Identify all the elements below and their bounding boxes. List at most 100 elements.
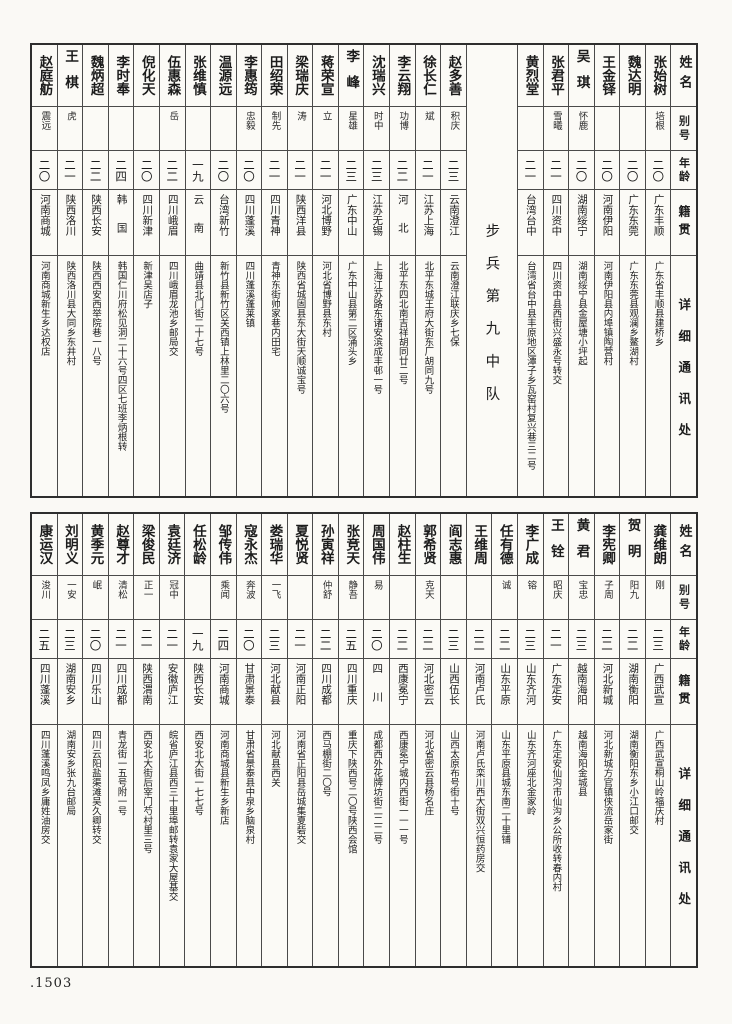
entry-origin: 河南商城 xyxy=(32,190,57,256)
entry-column: 梁瑞庆涛二一 陕西洋县 陕西省城固县东大街天顺诚宝号 xyxy=(286,45,313,496)
entry-age: 二〇 xyxy=(236,151,262,190)
entry-column: 李峰 星雄 二三 广东中山 广东中山县第二区涌头乡 xyxy=(337,45,364,496)
entry-age: 二二 xyxy=(313,620,338,659)
entry-column: 夏悦贤 二一 河南正阳 河南省正阳县岳城集夏砦交 xyxy=(286,514,313,966)
entry-address: 重庆下陕西号二〇号陕西会馆 xyxy=(345,730,357,854)
entry-address: 河南省正阳县岳城集夏砦交 xyxy=(294,730,306,844)
entry-address: 西安北大街一七七号 xyxy=(192,730,204,816)
entry-address: 河北省博野县东村 xyxy=(320,261,332,337)
entry-column: 李惠筠 忠毅 二〇 四川蓬溪 四川蓬溪蓬莱镇 xyxy=(235,45,262,496)
entry-age: 二一 xyxy=(287,620,313,659)
entry-column: 寇永杰 奔波 二〇 甘肃景泰 甘肃省景泰县中泉乡脑泉村 xyxy=(235,514,262,966)
entry-origin: 甘肃景泰 xyxy=(236,659,262,725)
entry-address: 山东平原县城东南二十里铺 xyxy=(499,730,511,844)
entry-age: 二三 xyxy=(441,151,466,190)
entry-origin: 广东东莞 xyxy=(620,190,645,256)
entry-name: 王维周 xyxy=(466,514,492,576)
entry-name: 梁俊民 xyxy=(134,514,159,576)
entry-name: 伍惠森 xyxy=(159,45,185,107)
entry-origin: 河南卢氏 xyxy=(466,659,492,725)
entry-age: 二二 xyxy=(594,620,620,659)
entry-name: 康运汉 xyxy=(31,514,57,576)
entry-name: 夏悦贤 xyxy=(287,514,313,576)
entry-alias xyxy=(620,107,645,151)
entry-column: 王维周 二二 河南卢氏 河南卢氏栾川西大街双兴恒药房交 xyxy=(465,514,492,966)
entry-alias: 静吾 xyxy=(338,576,364,620)
entry-address: 西康冕宁城内西街一一一号 xyxy=(396,730,408,844)
entry-column: 赵庭舫 震远 二〇 河南商城 河南商城新生乡达权店 xyxy=(32,45,57,496)
entry-origin: 四川资中 xyxy=(543,190,569,256)
entry-column: 魏炳超 二二 陕西长安 陕西西安西举院巷一八号 xyxy=(82,45,108,496)
entry-address: 上海江苏路东诸安滨成丰邨一号 xyxy=(371,261,383,394)
entry-column: 袁廷济 冠中 二一 安徽庐江 皖省庐江县西三十里埠邮转袁家大屋基交 xyxy=(158,514,185,966)
entry-alias: 功博 xyxy=(390,107,415,151)
entry-address: 湖南安乡张九台邮局 xyxy=(64,730,76,816)
entry-origin: 四川峨眉 xyxy=(159,190,185,256)
entry-origin: 广东定安 xyxy=(543,659,569,725)
entry-name: 梁瑞庆 xyxy=(287,45,313,107)
entry-address: 新津吴店子 xyxy=(141,261,153,309)
entry-column: 田绍荣 制先 二一 四川青神 青神东街帅家巷内田宅 xyxy=(261,45,287,496)
entry-age: 二〇 xyxy=(236,620,262,659)
entry-name: 赵柱生 xyxy=(390,514,415,576)
entry-name: 赵庭舫 xyxy=(32,45,57,107)
entry-origin: 越南海阳 xyxy=(569,659,594,725)
header-address: 详细通讯处 xyxy=(676,767,692,924)
entry-age: 二一 xyxy=(287,151,313,190)
entry-age: 二三 xyxy=(57,620,83,659)
entry-age: 二〇 xyxy=(32,151,57,190)
header-address: 详细通讯处 xyxy=(676,297,692,455)
entry-name: 贺明 xyxy=(620,514,645,576)
entry-age: 二一 xyxy=(159,620,185,659)
entry-address: 新竹县新竹区关西镇上林里二〇六号 xyxy=(217,261,229,413)
entry-address: 四川蓬溪蓬莱镇 xyxy=(243,261,255,328)
entry-origin: 河南商城 xyxy=(211,659,236,725)
entry-name: 李宪卿 xyxy=(594,514,620,576)
entry-alias: 清松 xyxy=(108,576,134,620)
entry-age: 二二 xyxy=(159,151,185,190)
entry-age: 二〇 xyxy=(134,151,159,190)
entry-address: 西马棚街二〇号 xyxy=(320,730,332,797)
entry-address: 北平东城王府大街东厂胡同九号 xyxy=(422,261,434,394)
entry-address: 山西太原布号街十号 xyxy=(448,730,460,816)
roster-table-bottom: 姓名 别号 年龄 籍贯 详细通讯处 龚维朗刚二三 广西武宣 广西武宣桐山岭福庆村 贺明 阳九 二二湖… xyxy=(30,512,698,968)
header-column: 姓名 别号 年龄 籍贯 详细通讯处 xyxy=(670,45,696,496)
entry-age: 二二 xyxy=(492,620,517,659)
entry-age: 二三 xyxy=(569,620,594,659)
header-alias: 别号 xyxy=(671,576,696,620)
entry-origin: 云南澄江 xyxy=(441,190,466,256)
entry-age: 二一 xyxy=(313,151,338,190)
entry-address: 河北省密云县杨名庄 xyxy=(422,730,434,816)
entry-age: 二二 xyxy=(83,151,108,190)
entry-name: 赵尊才 xyxy=(108,514,134,576)
entry-column: 娄瑞华 一飞 二三 河北献县 河北献县西关 xyxy=(261,514,287,966)
entry-column: 郭希贤 克天 二二 河北密云 河北省密云县杨名庄 xyxy=(414,514,441,966)
entry-alias: 镕 xyxy=(517,576,543,620)
entry-origin: 河北博野 xyxy=(313,190,338,256)
entry-origin: 韩国 xyxy=(108,190,134,256)
entry-address: 广西武宣桐山岭福庆村 xyxy=(652,730,664,825)
entry-name: 魏炳超 xyxy=(83,45,108,107)
entry-age: 二〇 xyxy=(645,151,671,190)
entry-name: 沈瑞兴 xyxy=(364,45,390,107)
entry-alias: 时中 xyxy=(364,107,390,151)
entry-age: 二一 xyxy=(415,151,441,190)
entry-alias xyxy=(83,107,108,151)
entry-origin: 山西伍长 xyxy=(441,659,466,725)
entry-name: 魏达明 xyxy=(620,45,645,107)
entry-alias xyxy=(287,576,313,620)
entry-origin: 云南 xyxy=(185,190,211,256)
entry-column: 赵尊才 清松 二一 四川成都 青龙街一五号附一号 xyxy=(107,514,134,966)
entry-origin: 安徽庐江 xyxy=(159,659,185,725)
entry-column: 王铨 昭庆 二一 广东定安 广东定安仙沟市仙沟乡公所收转春内村 xyxy=(542,514,569,966)
entry-column: 倪化天 二〇 四川新津 新津吴店子 xyxy=(133,45,159,496)
entry-column: 赵柱生 二二 西康冕宁 西康冕宁城内西街一一一号 xyxy=(389,514,415,966)
entry-alias: 雪曦 xyxy=(543,107,569,151)
entry-name: 袁廷济 xyxy=(159,514,185,576)
entry-name: 吴琪 xyxy=(569,45,594,107)
header-origin: 籍贯 xyxy=(671,190,696,256)
header-age: 年龄 xyxy=(671,620,696,659)
entry-origin: 四川蓬溪 xyxy=(31,659,57,725)
entry-age: 二三 xyxy=(364,151,390,190)
entry-column: 贺明 阳九 二二 湖南衡阳 湖南衡阳东乡小江口邮交 xyxy=(619,514,645,966)
